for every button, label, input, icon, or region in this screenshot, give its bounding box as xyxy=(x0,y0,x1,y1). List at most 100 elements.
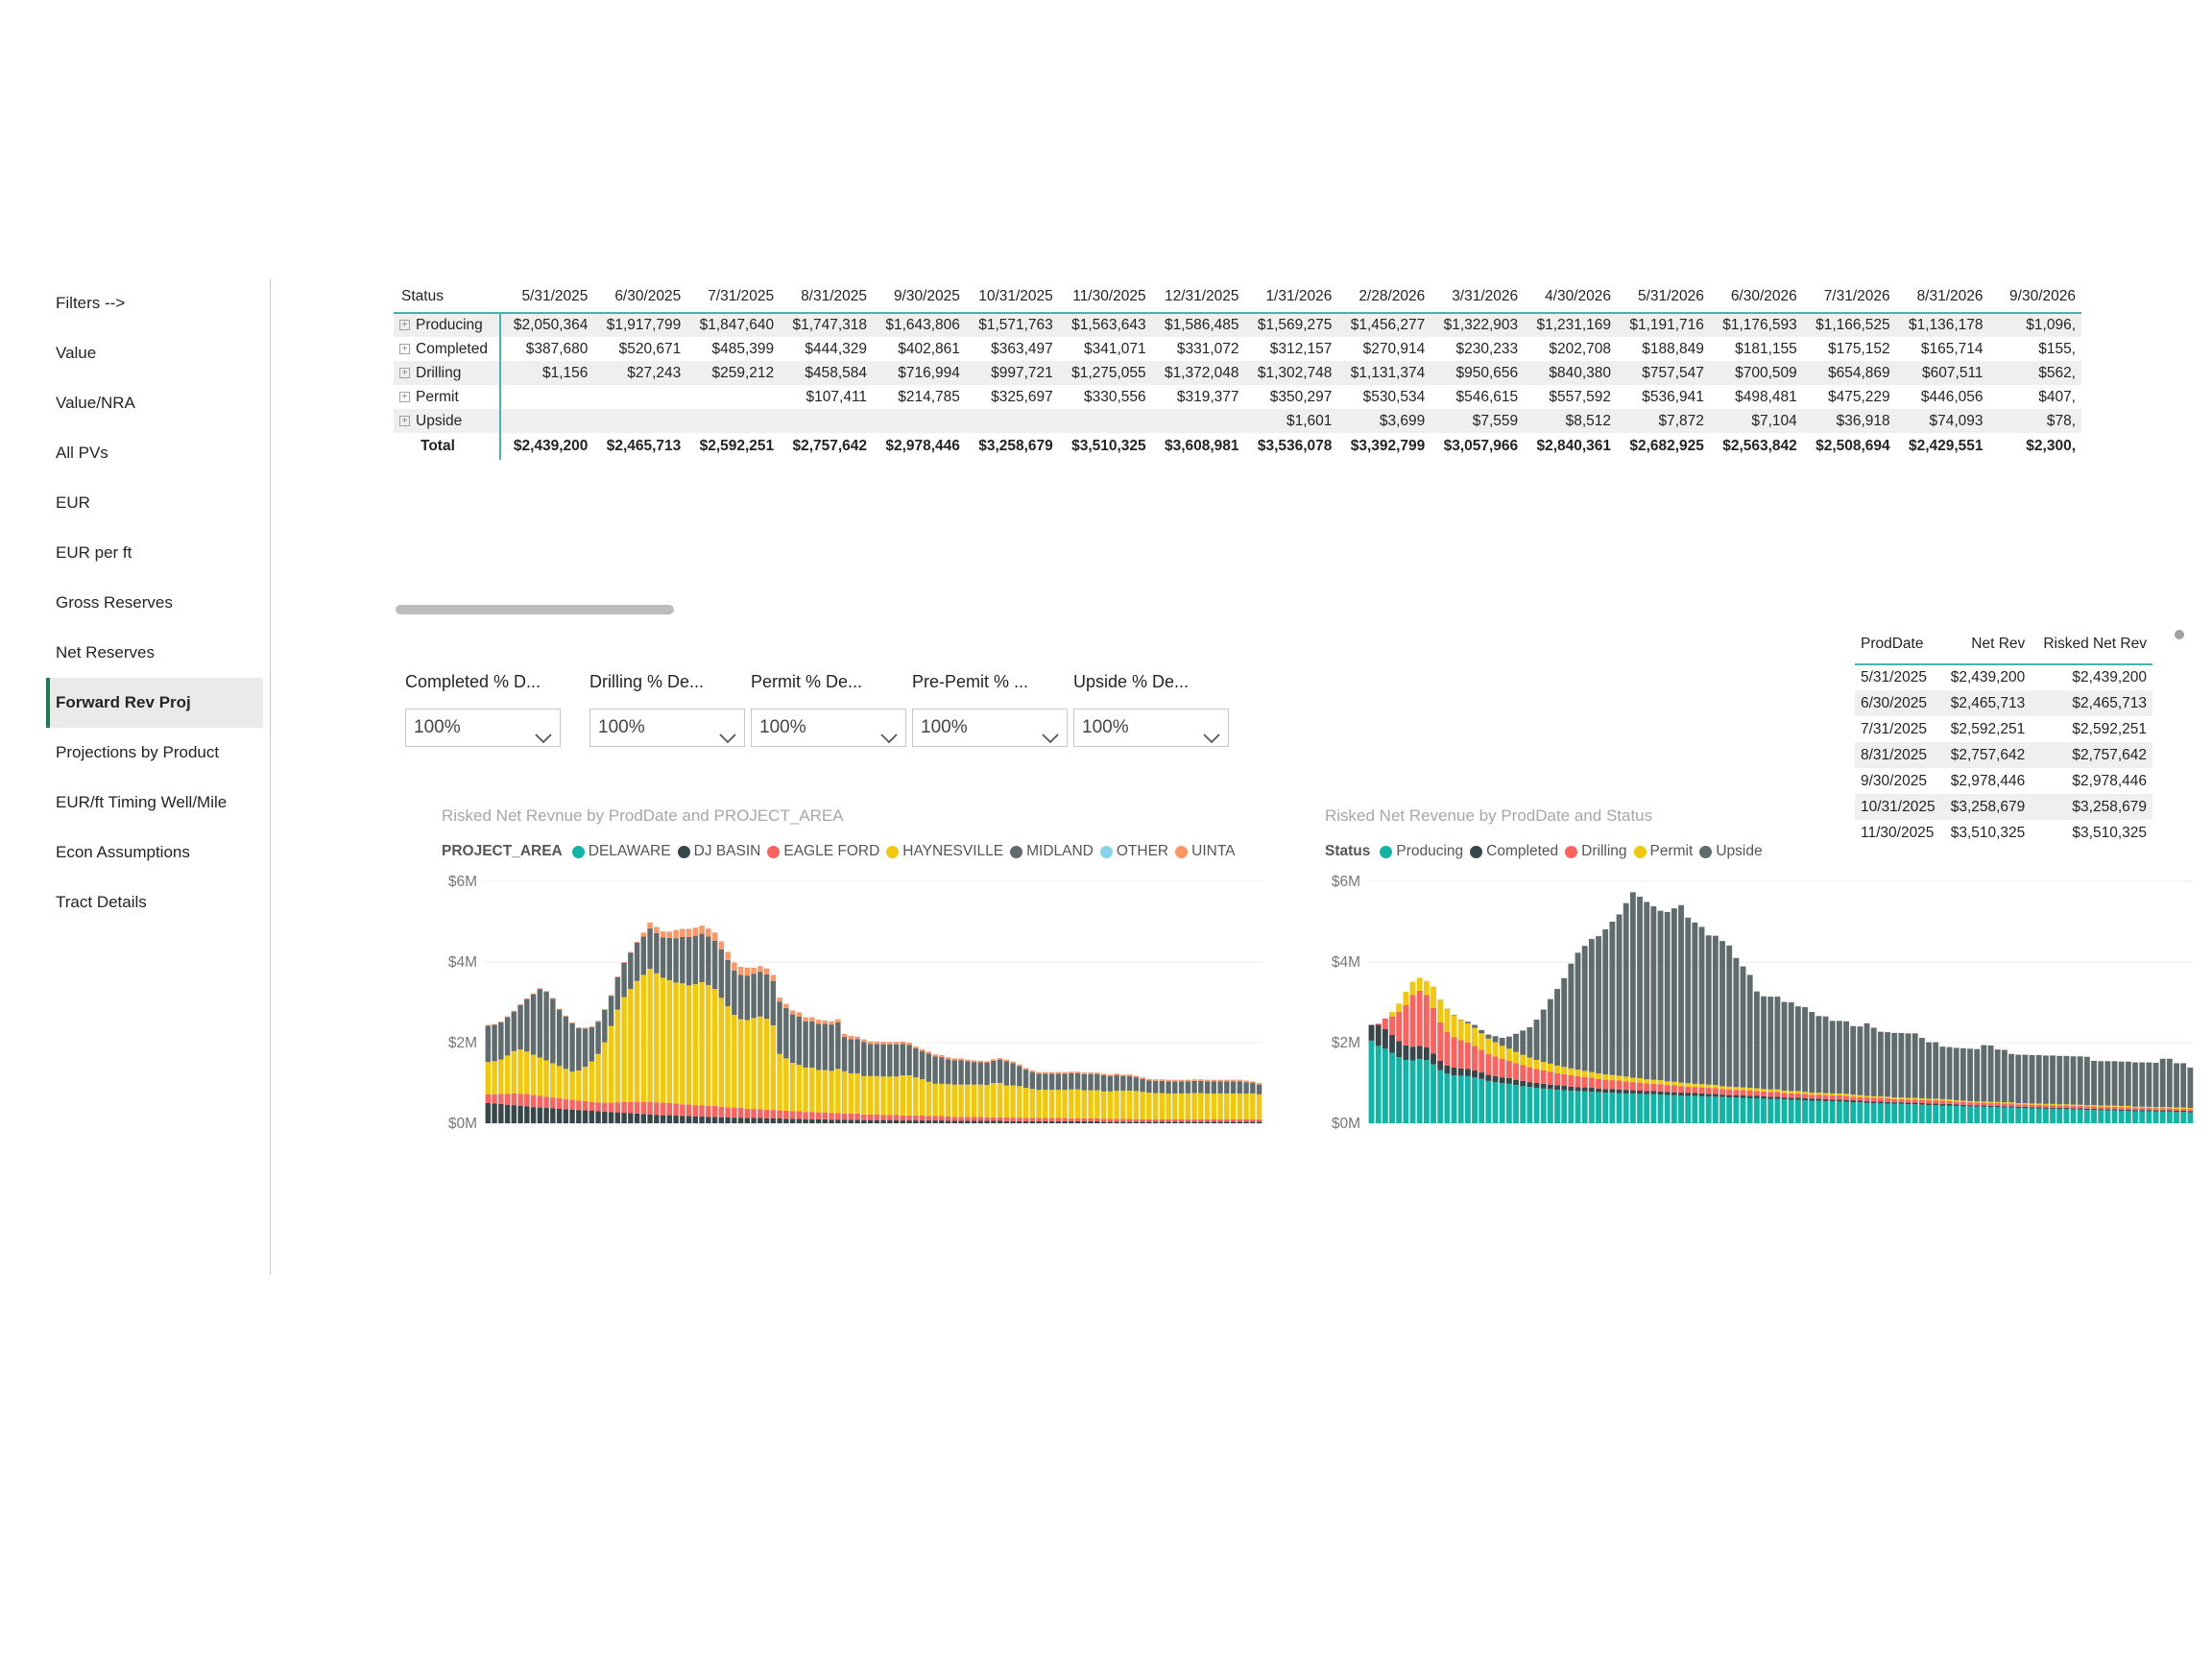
bar-segment[interactable] xyxy=(1836,1101,1842,1123)
bar-segment[interactable] xyxy=(815,1070,822,1113)
bar-segment[interactable] xyxy=(1753,1097,1760,1123)
bar-segment[interactable] xyxy=(1918,1097,1925,1100)
bar-segment[interactable] xyxy=(1198,1093,1204,1119)
bar-segment[interactable] xyxy=(1423,980,1430,996)
bar-segment[interactable] xyxy=(1802,1007,1808,1093)
bar-segment[interactable] xyxy=(1753,1091,1760,1096)
bar-segment[interactable] xyxy=(965,1117,971,1121)
bar-segment[interactable] xyxy=(660,931,666,938)
bar-segment[interactable] xyxy=(556,1066,563,1098)
bar-segment[interactable] xyxy=(1126,1090,1133,1119)
bar-segment[interactable] xyxy=(1774,1092,1781,1097)
bar-segment[interactable] xyxy=(1918,1104,1925,1123)
bar-segment[interactable] xyxy=(2180,1107,2187,1109)
bar-segment[interactable] xyxy=(685,936,692,986)
bar-segment[interactable] xyxy=(1198,1080,1204,1094)
bar-segment[interactable] xyxy=(1100,1091,1107,1119)
bar-segment[interactable] xyxy=(913,1116,919,1121)
bar-segment[interactable] xyxy=(2063,1104,2070,1106)
bar-segment[interactable] xyxy=(1527,1087,1533,1123)
bar-segment[interactable] xyxy=(1905,1099,1911,1103)
bar-segment[interactable] xyxy=(524,998,530,999)
bar-segment[interactable] xyxy=(997,1117,1003,1121)
bar-segment[interactable] xyxy=(498,1059,504,1094)
bar-segment[interactable] xyxy=(1794,1006,1801,1092)
expand-row-icon[interactable]: + xyxy=(399,415,410,426)
bar-segment[interactable] xyxy=(1926,1100,1932,1104)
bar-segment[interactable] xyxy=(874,1044,880,1076)
bar-segment[interactable] xyxy=(945,1120,951,1123)
bar-segment[interactable] xyxy=(1389,1035,1395,1053)
bar-segment[interactable] xyxy=(2022,1103,2029,1105)
bar-segment[interactable] xyxy=(524,1106,530,1123)
bar-segment[interactable] xyxy=(2118,1105,2125,1108)
bar-segment[interactable] xyxy=(621,962,627,998)
bar-segment[interactable] xyxy=(1733,1097,1740,1123)
bar-segment[interactable] xyxy=(517,1004,523,1050)
bar-segment[interactable] xyxy=(1527,1027,1533,1058)
bar-segment[interactable] xyxy=(1726,1097,1733,1123)
bar-segment[interactable] xyxy=(1396,1003,1403,1013)
bar-segment[interactable] xyxy=(732,1107,737,1118)
bar-segment[interactable] xyxy=(1891,1103,1898,1123)
bar-segment[interactable] xyxy=(1389,1052,1395,1124)
bar-segment[interactable] xyxy=(1416,1046,1423,1060)
bar-segment[interactable] xyxy=(1575,1091,1581,1123)
bar-segment[interactable] xyxy=(524,1094,530,1107)
bar-segment[interactable] xyxy=(2070,1056,2077,1105)
bar-segment[interactable] xyxy=(1581,1091,1588,1123)
bar-segment[interactable] xyxy=(1062,1090,1068,1118)
bar-segment[interactable] xyxy=(1074,1089,1081,1118)
bar-segment[interactable] xyxy=(1423,995,1430,1048)
bar-segment[interactable] xyxy=(2111,1105,2118,1107)
bar-segment[interactable] xyxy=(1159,1093,1166,1119)
bar-segment[interactable] xyxy=(939,1116,945,1121)
bar-segment[interactable] xyxy=(576,1100,582,1111)
bar-segment[interactable] xyxy=(1133,1118,1140,1122)
bar-segment[interactable] xyxy=(1472,1070,1478,1078)
bar-segment[interactable] xyxy=(1250,1118,1256,1122)
bar-segment[interactable] xyxy=(1575,1070,1581,1076)
bar-segment[interactable] xyxy=(1464,1022,1471,1023)
bar-segment[interactable] xyxy=(1678,1095,1684,1123)
bar-segment[interactable] xyxy=(1781,1099,1788,1123)
bar-segment[interactable] xyxy=(1540,1083,1547,1089)
bar-segment[interactable] xyxy=(589,1110,595,1123)
bar-segment[interactable] xyxy=(809,1017,815,1022)
bar-segment[interactable] xyxy=(1457,1020,1464,1041)
bar-segment[interactable] xyxy=(1444,1065,1451,1074)
bar-segment[interactable] xyxy=(1960,1100,1966,1102)
bar-segment[interactable] xyxy=(614,976,621,977)
bar-segment[interactable] xyxy=(2166,1110,2173,1112)
bar-segment[interactable] xyxy=(789,1010,796,1015)
bar-segment[interactable] xyxy=(647,928,653,970)
bar-segment[interactable] xyxy=(1120,1074,1126,1076)
bar-segment[interactable] xyxy=(2146,1110,2152,1112)
bar-segment[interactable] xyxy=(2091,1060,2097,1106)
bar-segment[interactable] xyxy=(1409,995,1416,1047)
bar-segment[interactable] xyxy=(673,938,679,983)
bar-segment[interactable] xyxy=(867,1119,874,1123)
bar-segment[interactable] xyxy=(2139,1062,2146,1107)
bar-segment[interactable] xyxy=(2042,1107,2049,1109)
nav-item-forward-rev-proj[interactable]: Forward Rev Proj xyxy=(46,678,263,728)
bar-segment[interactable] xyxy=(1987,1101,1994,1103)
bar-segment[interactable] xyxy=(1575,1075,1581,1088)
bar-segment[interactable] xyxy=(621,997,627,1102)
bar-segment[interactable] xyxy=(1010,1118,1016,1121)
bar-segment[interactable] xyxy=(1527,1067,1533,1083)
bar-segment[interactable] xyxy=(1740,1097,1746,1123)
bar-segment[interactable] xyxy=(1185,1121,1191,1123)
bar-segment[interactable] xyxy=(1685,1095,1692,1123)
bar-segment[interactable] xyxy=(1891,1102,1898,1104)
bar-segment[interactable] xyxy=(1204,1118,1211,1122)
bar-segment[interactable] xyxy=(1822,1016,1829,1094)
bar-segment[interactable] xyxy=(1003,1061,1010,1086)
bar-segment[interactable] xyxy=(1074,1072,1081,1090)
bar-segment[interactable] xyxy=(699,933,705,982)
bar-segment[interactable] xyxy=(1815,1016,1822,1094)
bar-segment[interactable] xyxy=(1224,1118,1230,1122)
bar-segment[interactable] xyxy=(524,998,530,1052)
bar-segment[interactable] xyxy=(1692,922,1698,1084)
bar-segment[interactable] xyxy=(1602,1079,1609,1090)
